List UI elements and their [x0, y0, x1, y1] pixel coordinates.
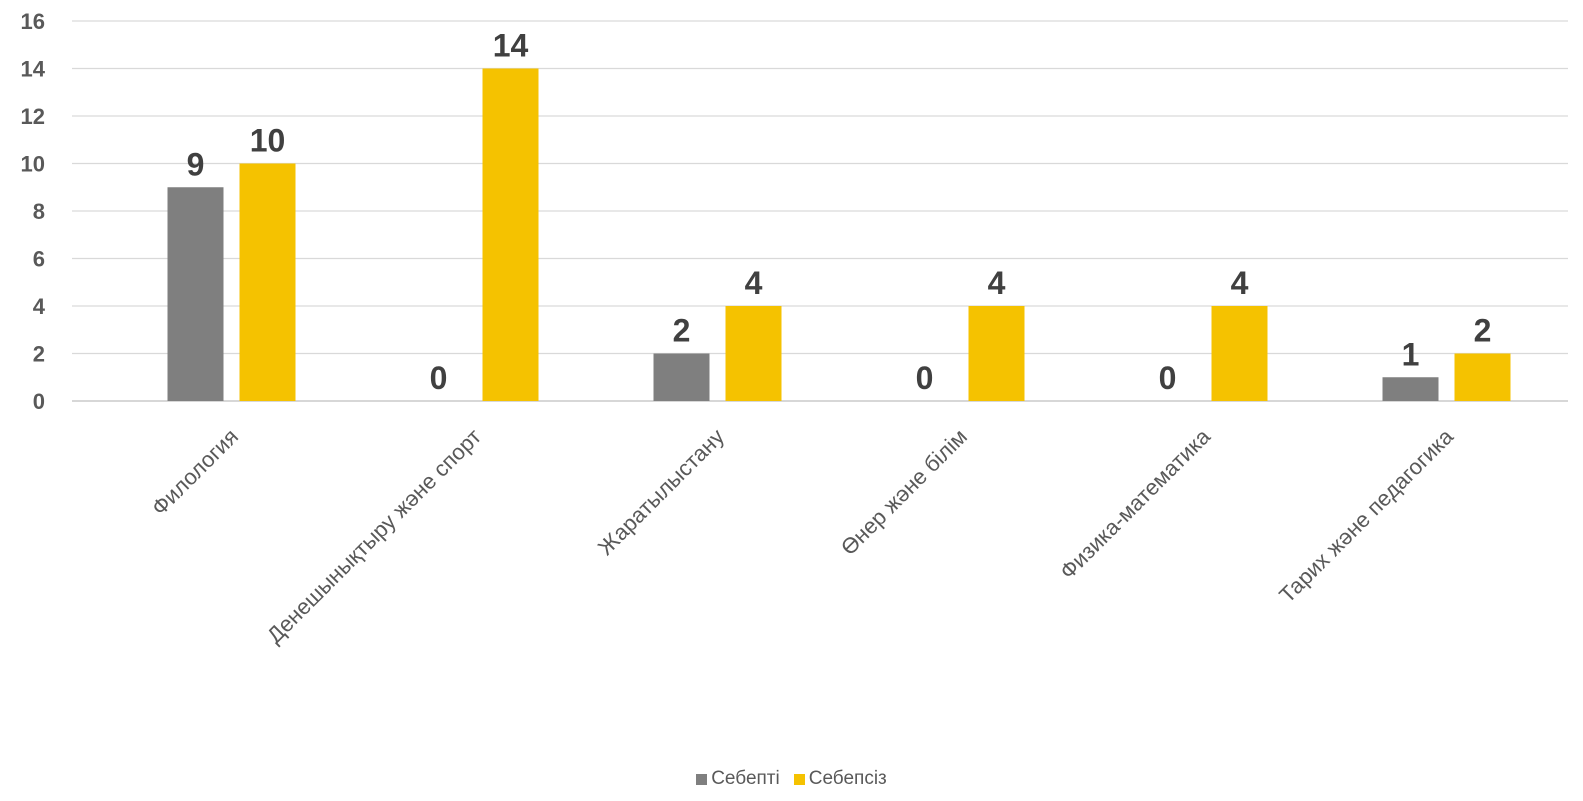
bar — [239, 163, 296, 401]
data-label: 0 — [430, 360, 448, 396]
data-label: 9 — [187, 146, 205, 182]
bar — [968, 306, 1025, 401]
bar — [482, 68, 539, 401]
legend-swatch-series-0 — [696, 773, 708, 785]
data-label: 0 — [1159, 360, 1177, 396]
data-label: 14 — [493, 28, 529, 64]
bar — [1382, 377, 1439, 401]
data-label: 4 — [1231, 265, 1249, 301]
y-tick-label: 2 — [33, 342, 45, 367]
legend-swatch-series-1 — [793, 773, 805, 785]
legend-item-series-0: Себепті — [696, 768, 780, 790]
x-tick-label: Физика-математика — [1055, 423, 1216, 584]
gridlines — [72, 20, 1568, 402]
legend: Себепті Себепсіз — [0, 768, 1583, 790]
y-tick-label: 6 — [33, 247, 45, 272]
x-tick-label: Өнер және білім — [836, 424, 972, 560]
y-tick-label: 10 — [21, 152, 45, 177]
bar — [725, 306, 782, 401]
y-tick-label: 16 — [21, 9, 45, 34]
y-tick-label: 0 — [33, 389, 45, 414]
bars — [167, 68, 1511, 401]
legend-label-series-0: Себепті — [711, 768, 780, 789]
x-tick-label: Филология — [147, 424, 243, 520]
bar — [653, 353, 710, 401]
bar — [1211, 306, 1268, 401]
data-label: 0 — [916, 360, 934, 396]
bar — [1454, 353, 1511, 401]
bar — [167, 187, 224, 401]
y-axis: 0 2 4 6 8 10 12 14 16 — [21, 9, 46, 414]
x-axis: Филология Денешынықтыру және спорт Жаратыл… — [147, 423, 1459, 648]
data-label: 2 — [1474, 313, 1492, 349]
x-tick-label: Денешынықтыру және спорт — [262, 424, 486, 648]
data-label: 4 — [988, 265, 1006, 301]
y-tick-label: 12 — [21, 104, 45, 129]
data-labels: 9 10 0 14 2 4 0 4 0 4 1 2 — [187, 28, 1492, 397]
y-tick-label: 8 — [33, 199, 45, 224]
data-label: 4 — [745, 265, 763, 301]
legend-label-series-1: Себепсіз — [808, 768, 887, 789]
y-tick-label: 14 — [21, 57, 46, 82]
data-label: 10 — [250, 123, 286, 159]
x-tick-label: Тарих және педагогика — [1274, 423, 1458, 607]
data-label: 1 — [1402, 336, 1420, 372]
data-label: 2 — [673, 313, 691, 349]
legend-item-series-1: Себепсіз — [793, 768, 887, 790]
x-tick-label: Жаратылыстану — [593, 424, 729, 560]
y-tick-label: 4 — [33, 294, 46, 319]
